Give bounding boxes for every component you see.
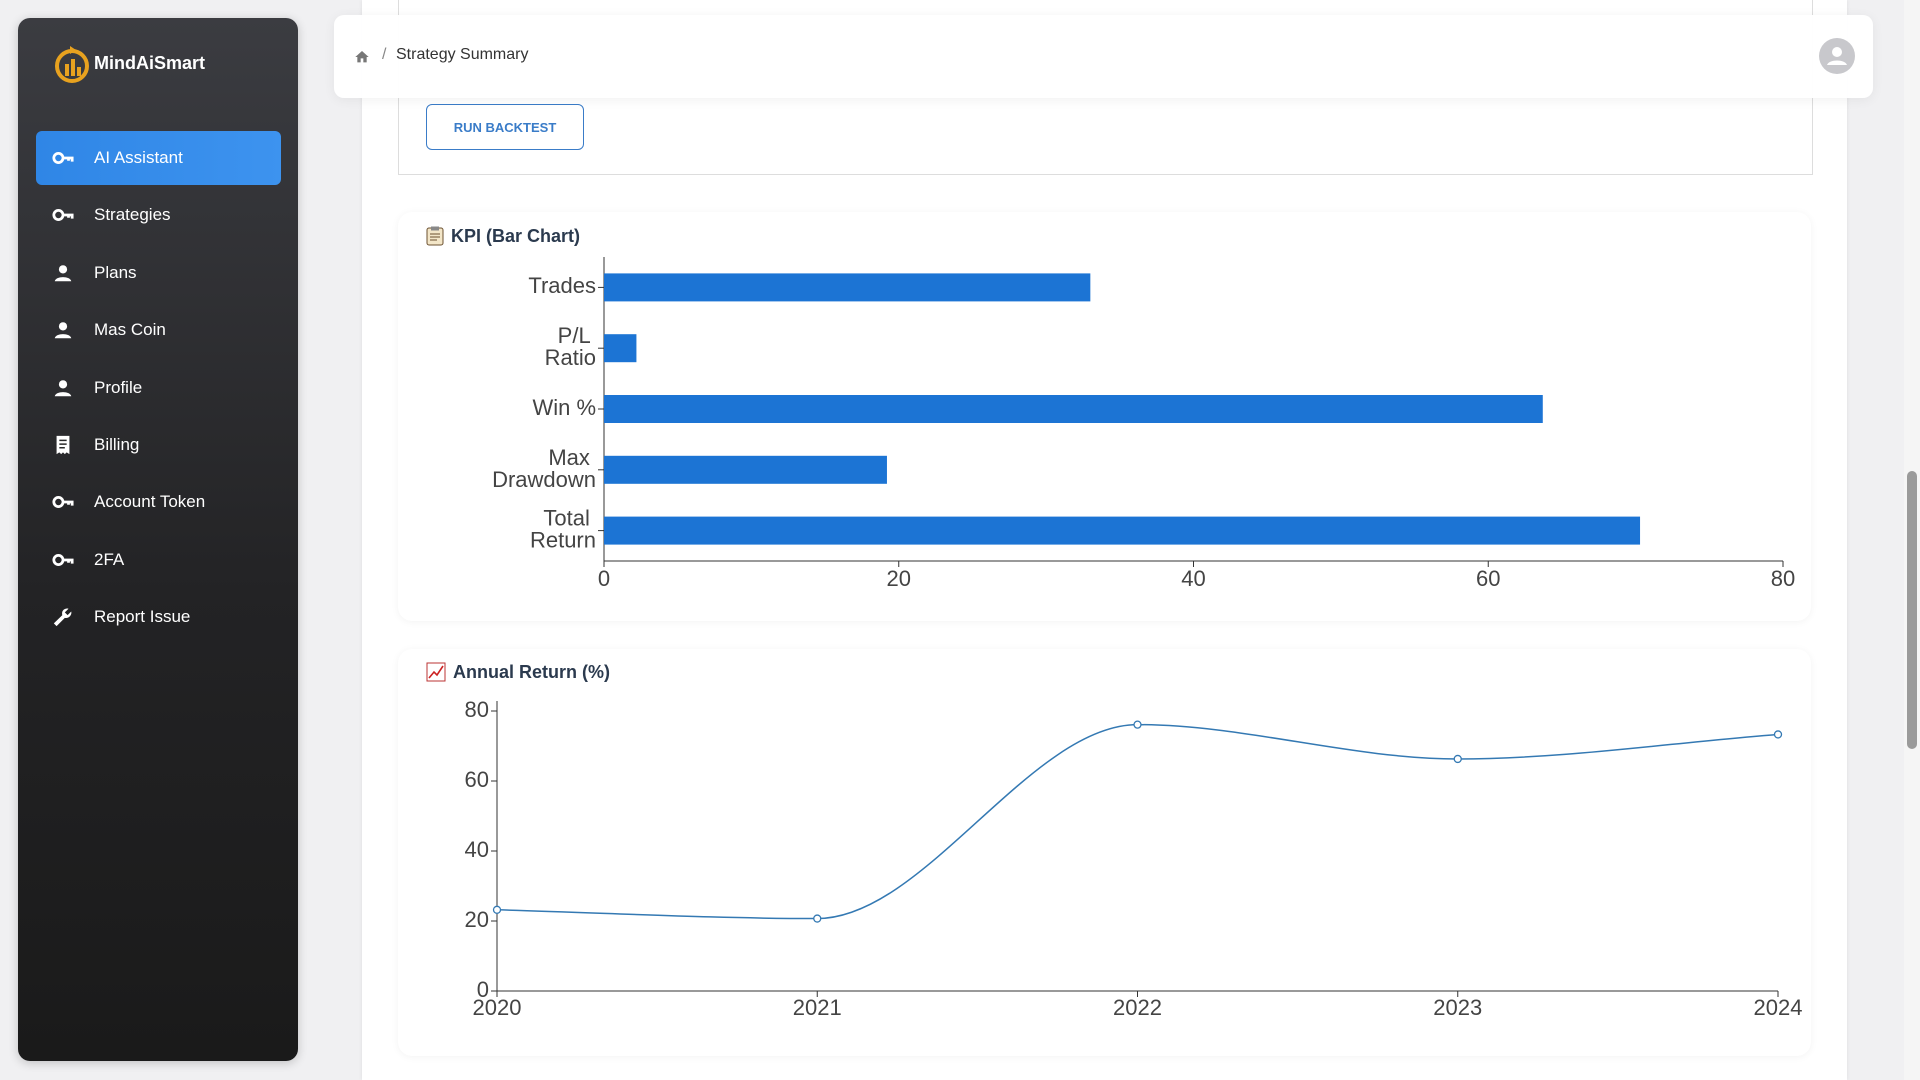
clipboard-icon	[426, 226, 444, 246]
breadcrumb-separator: /	[382, 46, 387, 63]
point	[1453, 754, 1462, 764]
line-chart: 0 20 40 60 80 2020 2021 2022 2023 2024	[465, 697, 1803, 1020]
run-backtest-button[interactable]: RUN BACKTEST	[426, 104, 584, 150]
nav-icon	[54, 322, 72, 339]
nav-item[interactable]: Plans	[36, 246, 281, 300]
x-tick-label: 2024	[1754, 995, 1803, 1020]
breadcrumb-current: Strategy Summary	[396, 46, 529, 63]
sidebar: MindAiSmart AI Assistant Strategies Plans M…	[18, 18, 298, 1061]
nav-icon	[53, 608, 72, 627]
x-tick-label: 20	[887, 566, 911, 591]
nav-label: Profile	[94, 377, 143, 397]
x-tick-label: 2022	[1113, 995, 1162, 1020]
nav-label: AI Assistant	[94, 148, 183, 167]
y-tick-label: 0	[477, 977, 489, 1002]
x-tick-label: 0	[598, 566, 610, 591]
bar	[604, 455, 887, 484]
nav-icon	[54, 379, 72, 396]
y-tick-label: 60	[465, 767, 489, 792]
bar	[604, 395, 1543, 423]
y-tick-label: Max Drawdown	[492, 445, 596, 492]
x-tick-label: 60	[1476, 566, 1500, 591]
nav-icon	[56, 435, 70, 455]
x-tick-label: 40	[1181, 566, 1205, 591]
nav-label: 2FA	[94, 549, 125, 569]
scrollbar-thumb[interactable]	[1907, 471, 1917, 749]
bar	[604, 334, 637, 363]
chart-title: KPI (Bar Chart)	[451, 226, 581, 246]
point	[492, 905, 502, 914]
kpi-card: KPI (Bar Chart) 0 20 40 60 80 Trades P/L Ratio…	[398, 212, 1811, 621]
nav-label: Billing	[94, 435, 140, 454]
y-tick-label: P/L Ratio	[545, 323, 596, 370]
nav-icon	[54, 265, 72, 282]
brand-name: MindAiSmart	[94, 53, 206, 73]
nav-item[interactable]: Report Issue	[36, 590, 281, 644]
y-tick-label: Win %	[532, 395, 596, 420]
nav-icon	[52, 152, 74, 164]
y-tick-label: 80	[465, 697, 489, 722]
scrollbar[interactable]	[1904, 0, 1920, 1080]
x-tick-label: 80	[1771, 566, 1795, 591]
point	[813, 914, 822, 923]
chart-title: Annual Return (%)	[453, 662, 610, 682]
nav-icon	[52, 496, 74, 509]
nav-item[interactable]: Billing	[36, 418, 281, 472]
home-icon[interactable]	[354, 49, 370, 65]
bar-chart: 0 20 40 60 80 Trades P/L Ratio Win % Max Drawdow…	[492, 257, 1795, 591]
nav-item[interactable]: 2FA	[36, 533, 281, 587]
bar	[604, 516, 1641, 545]
nav-label: Report Issue	[94, 607, 191, 627]
nav-item[interactable]: Profile	[36, 361, 281, 415]
x-tick-label: 2021	[793, 995, 842, 1020]
x-tick-label: 2023	[1433, 995, 1482, 1020]
line	[496, 723, 1779, 920]
y-tick-label: 40	[465, 837, 489, 862]
y-tick-label: 20	[465, 907, 489, 932]
nav-icon	[52, 553, 74, 566]
nav-item[interactable]: Account Token	[36, 475, 281, 529]
brand-logo	[55, 46, 89, 83]
point	[1773, 730, 1783, 739]
nav-item[interactable]: Mas Coin	[36, 303, 281, 357]
top-bar: / Strategy Summary	[334, 15, 1873, 98]
nav-icon	[52, 209, 74, 222]
point	[1133, 720, 1142, 729]
nav-label: Mas Coin	[94, 320, 166, 340]
nav-label: Account Token	[94, 492, 206, 512]
nav-item[interactable]: AI Assistant	[36, 131, 281, 185]
nav-item[interactable]: Strategies	[36, 188, 281, 242]
bar	[604, 273, 1091, 302]
nav-label: Plans	[94, 262, 137, 282]
nav-label: Strategies	[94, 205, 171, 225]
chart-icon	[426, 662, 446, 682]
annual-return-card: Annual Return (%) 0 20 40 60 80 2020 2021 2022 2…	[398, 649, 1811, 1056]
avatar[interactable]	[1819, 38, 1855, 74]
y-tick-label: Total Return	[530, 505, 596, 552]
x-tick-label: 2020	[473, 995, 522, 1020]
y-tick-label: Trades	[528, 273, 596, 298]
